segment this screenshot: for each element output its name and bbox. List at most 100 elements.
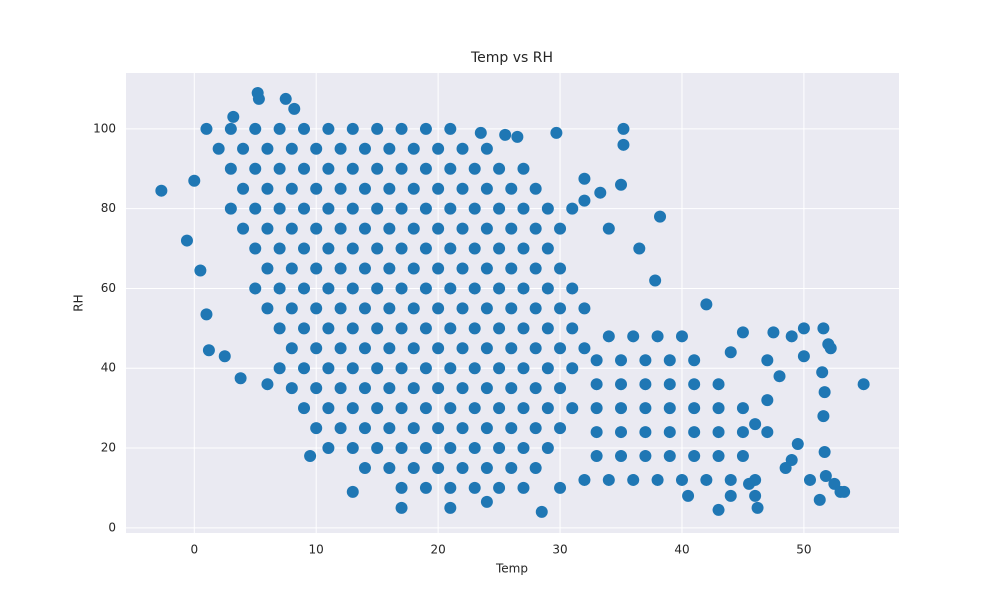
scatter-point [285, 142, 298, 155]
scatter-point [346, 442, 359, 455]
scatter-point [261, 378, 274, 391]
scatter-point [322, 442, 335, 455]
scatter-point [334, 342, 347, 355]
scatter-point [712, 378, 725, 391]
scatter-point [310, 302, 323, 315]
scatter-point [358, 382, 371, 395]
scatter-point [310, 382, 323, 395]
scatter-point [322, 202, 335, 215]
scatter-point [346, 122, 359, 135]
y-tick-label: 40 [101, 361, 116, 375]
scatter-point [383, 142, 396, 155]
scatter-point [663, 450, 676, 463]
scatter-point [252, 92, 265, 105]
scatter-point [480, 495, 493, 508]
scatter-point [310, 142, 323, 155]
scatter-point [407, 382, 420, 395]
scatter-point [304, 450, 317, 463]
scatter-point [590, 402, 603, 415]
scatter-point [468, 442, 481, 455]
scatter-point [517, 162, 530, 175]
scatter-point [200, 308, 213, 321]
scatter-point [761, 394, 774, 407]
scatter-point [602, 473, 615, 486]
scatter-point [817, 410, 830, 423]
scatter-point [395, 282, 408, 295]
scatter-point [249, 202, 262, 215]
x-tick-label: 30 [552, 543, 567, 557]
scatter-point [554, 262, 567, 275]
scatter-point [261, 222, 274, 235]
scatter-point [505, 222, 518, 235]
scatter-point [688, 426, 701, 439]
scatter-point [432, 142, 445, 155]
scatter-point [237, 142, 250, 155]
scatter-point [712, 426, 725, 439]
scatter-point [285, 302, 298, 315]
scatter-point [480, 182, 493, 195]
scatter-point [310, 182, 323, 195]
scatter-point [456, 382, 469, 395]
scatter-point [346, 485, 359, 498]
scatter-point [383, 461, 396, 474]
scatter-point [761, 426, 774, 439]
scatter-point [773, 370, 786, 383]
scatter-point [202, 344, 215, 357]
scatter-point [724, 473, 737, 486]
scatter-point [249, 162, 262, 175]
scatter-point [724, 489, 737, 502]
scatter-point [639, 402, 652, 415]
scatter-point [298, 202, 311, 215]
scatter-point [322, 362, 335, 375]
scatter-point [505, 382, 518, 395]
scatter-point [273, 202, 286, 215]
x-tick-label: 50 [796, 543, 811, 557]
scatter-point [493, 322, 506, 335]
scatter-point [566, 282, 579, 295]
y-tick-label: 100 [93, 121, 116, 135]
scatter-point [761, 354, 774, 367]
scatter-point [237, 222, 250, 235]
scatter-point [535, 505, 548, 518]
scatter-point [493, 242, 506, 255]
scatter-point [633, 242, 646, 255]
scatter-point [432, 222, 445, 235]
scatter-point [346, 402, 359, 415]
scatter-point [249, 282, 262, 295]
scatter-point [419, 162, 432, 175]
scatter-point [346, 322, 359, 335]
scatter-point [249, 242, 262, 255]
scatter-point [298, 122, 311, 135]
scatter-point [249, 122, 262, 135]
scatter-point [615, 426, 628, 439]
scatter-point [334, 302, 347, 315]
scatter-point [493, 362, 506, 375]
scatter-point [285, 182, 298, 195]
scatter-point [675, 473, 688, 486]
scatter-point [517, 242, 530, 255]
scatter-point [468, 481, 481, 494]
scatter-point [298, 162, 311, 175]
scatter-point [474, 126, 487, 139]
scatter-point [511, 130, 524, 143]
scatter-point [480, 461, 493, 474]
scatter-point [736, 326, 749, 339]
scatter-point [395, 202, 408, 215]
scatter-point [688, 378, 701, 391]
scatter-point [480, 262, 493, 275]
scatter-point [322, 242, 335, 255]
scatter-point [432, 302, 445, 315]
scatter-point [395, 242, 408, 255]
scatter-point [200, 122, 213, 135]
scatter-point [444, 242, 457, 255]
scatter-point [529, 382, 542, 395]
scatter-point [541, 242, 554, 255]
scatter-point [816, 366, 829, 379]
scatter-point [818, 386, 831, 399]
scatter-point [224, 162, 237, 175]
scatter-point [322, 322, 335, 335]
scatter-point [298, 402, 311, 415]
scatter-point [407, 302, 420, 315]
x-tick-label: 20 [430, 543, 445, 557]
scatter-point [358, 182, 371, 195]
